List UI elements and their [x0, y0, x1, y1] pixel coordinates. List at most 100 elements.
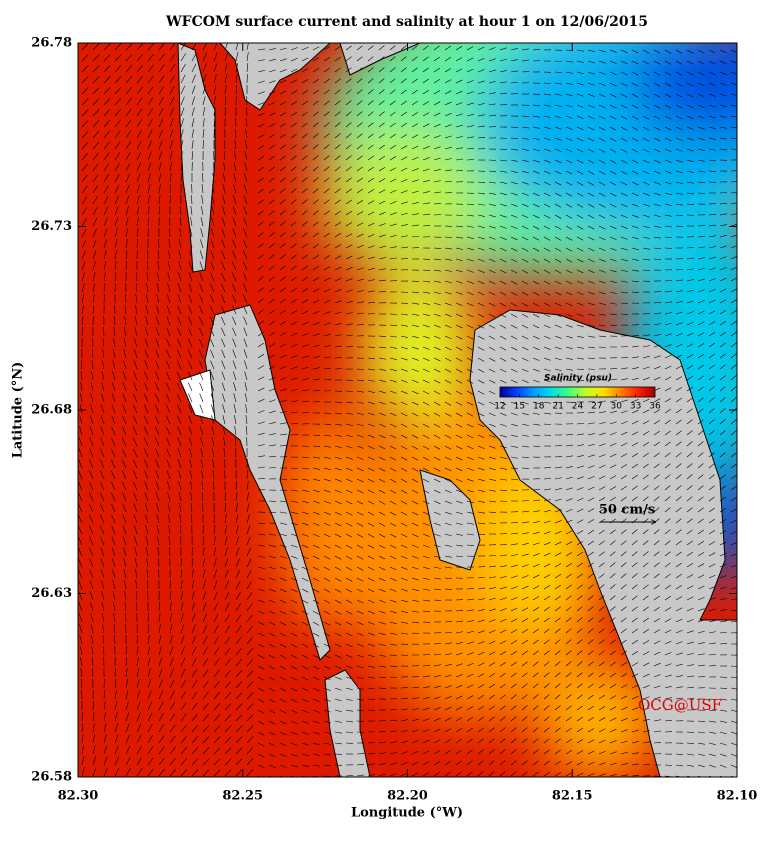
vector-arrow — [312, 445, 320, 448]
vector-arrow — [576, 465, 584, 469]
vector-arrow — [144, 382, 149, 392]
vector-arrow — [125, 294, 127, 304]
vector-arrow — [168, 250, 171, 260]
vector-arrow — [356, 687, 364, 690]
vector-arrow — [110, 470, 116, 480]
vector-arrow — [400, 368, 408, 372]
vector-arrow — [587, 411, 595, 414]
vector-arrow — [168, 536, 171, 546]
vector-arrow — [631, 573, 638, 579]
vector-arrow — [543, 606, 550, 612]
vector-arrow — [345, 731, 353, 734]
vector-arrow — [147, 657, 151, 667]
vector-arrow — [389, 246, 397, 249]
vector-arrow — [499, 335, 507, 340]
vector-arrow — [554, 509, 562, 513]
vector-arrow — [609, 595, 616, 601]
vector-arrow — [521, 532, 529, 535]
vector-arrow — [103, 701, 106, 711]
vector-arrow — [565, 170, 573, 175]
vector-arrow — [587, 639, 594, 645]
vector-arrow — [133, 503, 138, 513]
vector-arrow — [708, 642, 716, 645]
vector-arrow — [719, 71, 727, 75]
vector-arrow — [389, 390, 397, 394]
vector-arrow — [576, 584, 583, 590]
vector-arrow — [543, 650, 550, 656]
vector-arrow — [268, 687, 276, 692]
vector-arrow — [543, 236, 551, 241]
vector-arrow — [312, 355, 320, 359]
vector-arrow — [609, 93, 617, 98]
vector-arrow — [202, 139, 204, 150]
vector-arrow — [244, 151, 248, 161]
vector-arrow — [155, 437, 160, 447]
vector-arrow — [301, 500, 309, 504]
vector-arrow — [191, 613, 196, 623]
vector-arrow — [697, 463, 704, 469]
vector-arrow — [719, 267, 727, 271]
vector-arrow — [235, 614, 242, 623]
vector-arrow — [400, 89, 407, 95]
vector-arrow — [166, 470, 171, 480]
vector-arrow — [686, 104, 694, 109]
vector-arrow — [598, 606, 605, 612]
vector-arrow — [279, 254, 286, 260]
vector-arrow — [378, 100, 385, 106]
vector-arrow — [543, 137, 551, 141]
vector-arrow — [166, 448, 171, 458]
vector-arrow — [290, 610, 298, 615]
vector-arrow — [111, 547, 116, 557]
vector-arrow — [400, 379, 408, 383]
vector-arrow — [466, 324, 474, 329]
vector-arrow — [642, 562, 649, 568]
vector-arrow — [411, 772, 419, 777]
vector-arrow — [565, 291, 573, 296]
vector-arrow — [88, 514, 94, 524]
vector-arrow — [290, 287, 297, 293]
vector-arrow — [290, 632, 298, 637]
vector-arrow — [642, 431, 650, 436]
vector-arrow — [268, 698, 276, 703]
vector-arrow — [301, 243, 308, 249]
vector-arrow — [290, 188, 297, 194]
vector-arrow — [554, 563, 562, 568]
vector-arrow — [90, 393, 94, 403]
vector-arrow — [290, 199, 297, 205]
y-tick-label: 26.58 — [31, 770, 72, 785]
vector-arrow — [708, 115, 716, 119]
vector-arrow — [686, 540, 693, 546]
vector-arrow — [422, 368, 430, 373]
vector-arrow — [78, 613, 83, 623]
vector-arrow — [587, 82, 595, 86]
vector-arrow — [411, 621, 419, 624]
vector-arrow — [213, 736, 221, 744]
vector-arrow — [697, 60, 705, 65]
vector-arrow — [565, 498, 573, 502]
vector-arrow — [92, 87, 100, 95]
vector-arrow — [521, 346, 529, 351]
vector-arrow — [653, 225, 661, 228]
vector-arrow — [92, 239, 97, 249]
vector-arrow — [609, 706, 617, 711]
vector-arrow — [125, 162, 131, 172]
vector-arrow — [334, 401, 343, 403]
vector-arrow — [400, 45, 407, 51]
vector-arrow — [642, 507, 649, 513]
vector-arrow — [664, 159, 672, 163]
vector-arrow — [147, 86, 154, 95]
vector-arrow — [356, 467, 364, 472]
vector-arrow — [356, 78, 363, 84]
vector-arrow — [179, 239, 182, 249]
vector-arrow — [499, 661, 507, 667]
vector-arrow — [279, 687, 287, 692]
vector-arrow — [290, 155, 297, 161]
vector-arrow — [367, 256, 375, 260]
vector-arrow — [653, 137, 661, 142]
vector-arrow — [554, 104, 562, 108]
vector-arrow — [356, 445, 364, 449]
vector-arrow — [312, 665, 320, 670]
vector-arrow — [620, 399, 628, 403]
vector-arrow — [191, 43, 197, 51]
vector-arrow — [279, 309, 287, 315]
